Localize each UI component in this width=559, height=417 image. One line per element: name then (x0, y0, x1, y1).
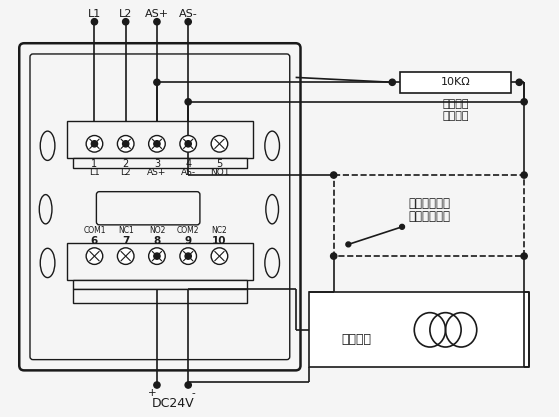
Circle shape (185, 253, 191, 259)
Circle shape (330, 253, 337, 259)
Circle shape (86, 136, 103, 152)
Text: 5: 5 (216, 159, 222, 169)
Bar (73, 158, 247, 168)
Circle shape (516, 79, 522, 85)
Circle shape (122, 19, 129, 25)
Text: COM2: COM2 (177, 226, 200, 235)
Circle shape (180, 248, 197, 264)
Text: 2: 2 (122, 159, 129, 169)
Text: 10KΩ: 10KΩ (441, 77, 471, 87)
Text: 10: 10 (212, 236, 227, 246)
Circle shape (149, 136, 165, 152)
Circle shape (180, 136, 197, 152)
Text: AS+: AS+ (147, 168, 167, 177)
Bar (400, 72, 511, 93)
Circle shape (91, 141, 98, 147)
Circle shape (91, 19, 98, 25)
Text: COM1: COM1 (83, 226, 106, 235)
Circle shape (154, 382, 160, 388)
Text: L2: L2 (119, 9, 132, 19)
Circle shape (185, 382, 191, 388)
Text: AS-: AS- (179, 9, 197, 19)
Circle shape (154, 141, 160, 147)
Circle shape (117, 248, 134, 264)
Text: 1: 1 (91, 159, 97, 169)
Text: NO2: NO2 (149, 226, 165, 235)
Text: DC24V: DC24V (151, 397, 194, 410)
Text: AS-: AS- (181, 168, 196, 177)
Circle shape (521, 253, 527, 259)
Circle shape (154, 253, 160, 259)
Circle shape (117, 136, 134, 152)
Text: 后的反馈开关: 后的反馈开关 (408, 210, 450, 223)
Text: AS+: AS+ (145, 9, 169, 19)
Text: NO1: NO1 (210, 168, 229, 177)
Bar (67, 121, 253, 158)
Circle shape (521, 99, 527, 105)
Text: 检测电阵: 检测电阵 (443, 111, 469, 121)
Bar (73, 279, 247, 289)
Circle shape (346, 242, 351, 247)
Circle shape (185, 141, 191, 147)
Circle shape (211, 248, 228, 264)
Circle shape (185, 19, 191, 25)
Circle shape (521, 172, 527, 178)
FancyBboxPatch shape (19, 43, 301, 370)
Circle shape (389, 79, 395, 85)
Text: 4: 4 (185, 159, 191, 169)
Circle shape (86, 248, 103, 264)
Circle shape (211, 136, 228, 152)
Bar (334, 175, 524, 256)
Bar (309, 292, 529, 367)
Circle shape (154, 79, 160, 85)
Text: 受控设备动作: 受控设备动作 (408, 196, 450, 210)
Text: 3: 3 (154, 159, 160, 169)
Bar (73, 289, 247, 303)
Text: L2: L2 (120, 168, 131, 177)
Circle shape (330, 172, 337, 178)
Circle shape (154, 19, 160, 25)
Text: +: + (148, 388, 157, 398)
Text: L1: L1 (89, 168, 100, 177)
Text: L1: L1 (88, 9, 101, 19)
Circle shape (122, 141, 129, 147)
Text: 受控设备: 受控设备 (341, 333, 371, 346)
Text: 7: 7 (122, 236, 129, 246)
Text: NC1: NC1 (118, 226, 134, 235)
Text: 8: 8 (153, 236, 160, 246)
Circle shape (185, 99, 191, 105)
Text: 线路断线: 线路断线 (443, 99, 469, 109)
Circle shape (149, 248, 165, 264)
Text: NC2: NC2 (211, 226, 228, 235)
Text: -: - (191, 388, 195, 398)
Bar (67, 244, 253, 279)
Text: 9: 9 (184, 236, 192, 246)
Text: 6: 6 (91, 236, 98, 246)
Circle shape (400, 224, 405, 229)
